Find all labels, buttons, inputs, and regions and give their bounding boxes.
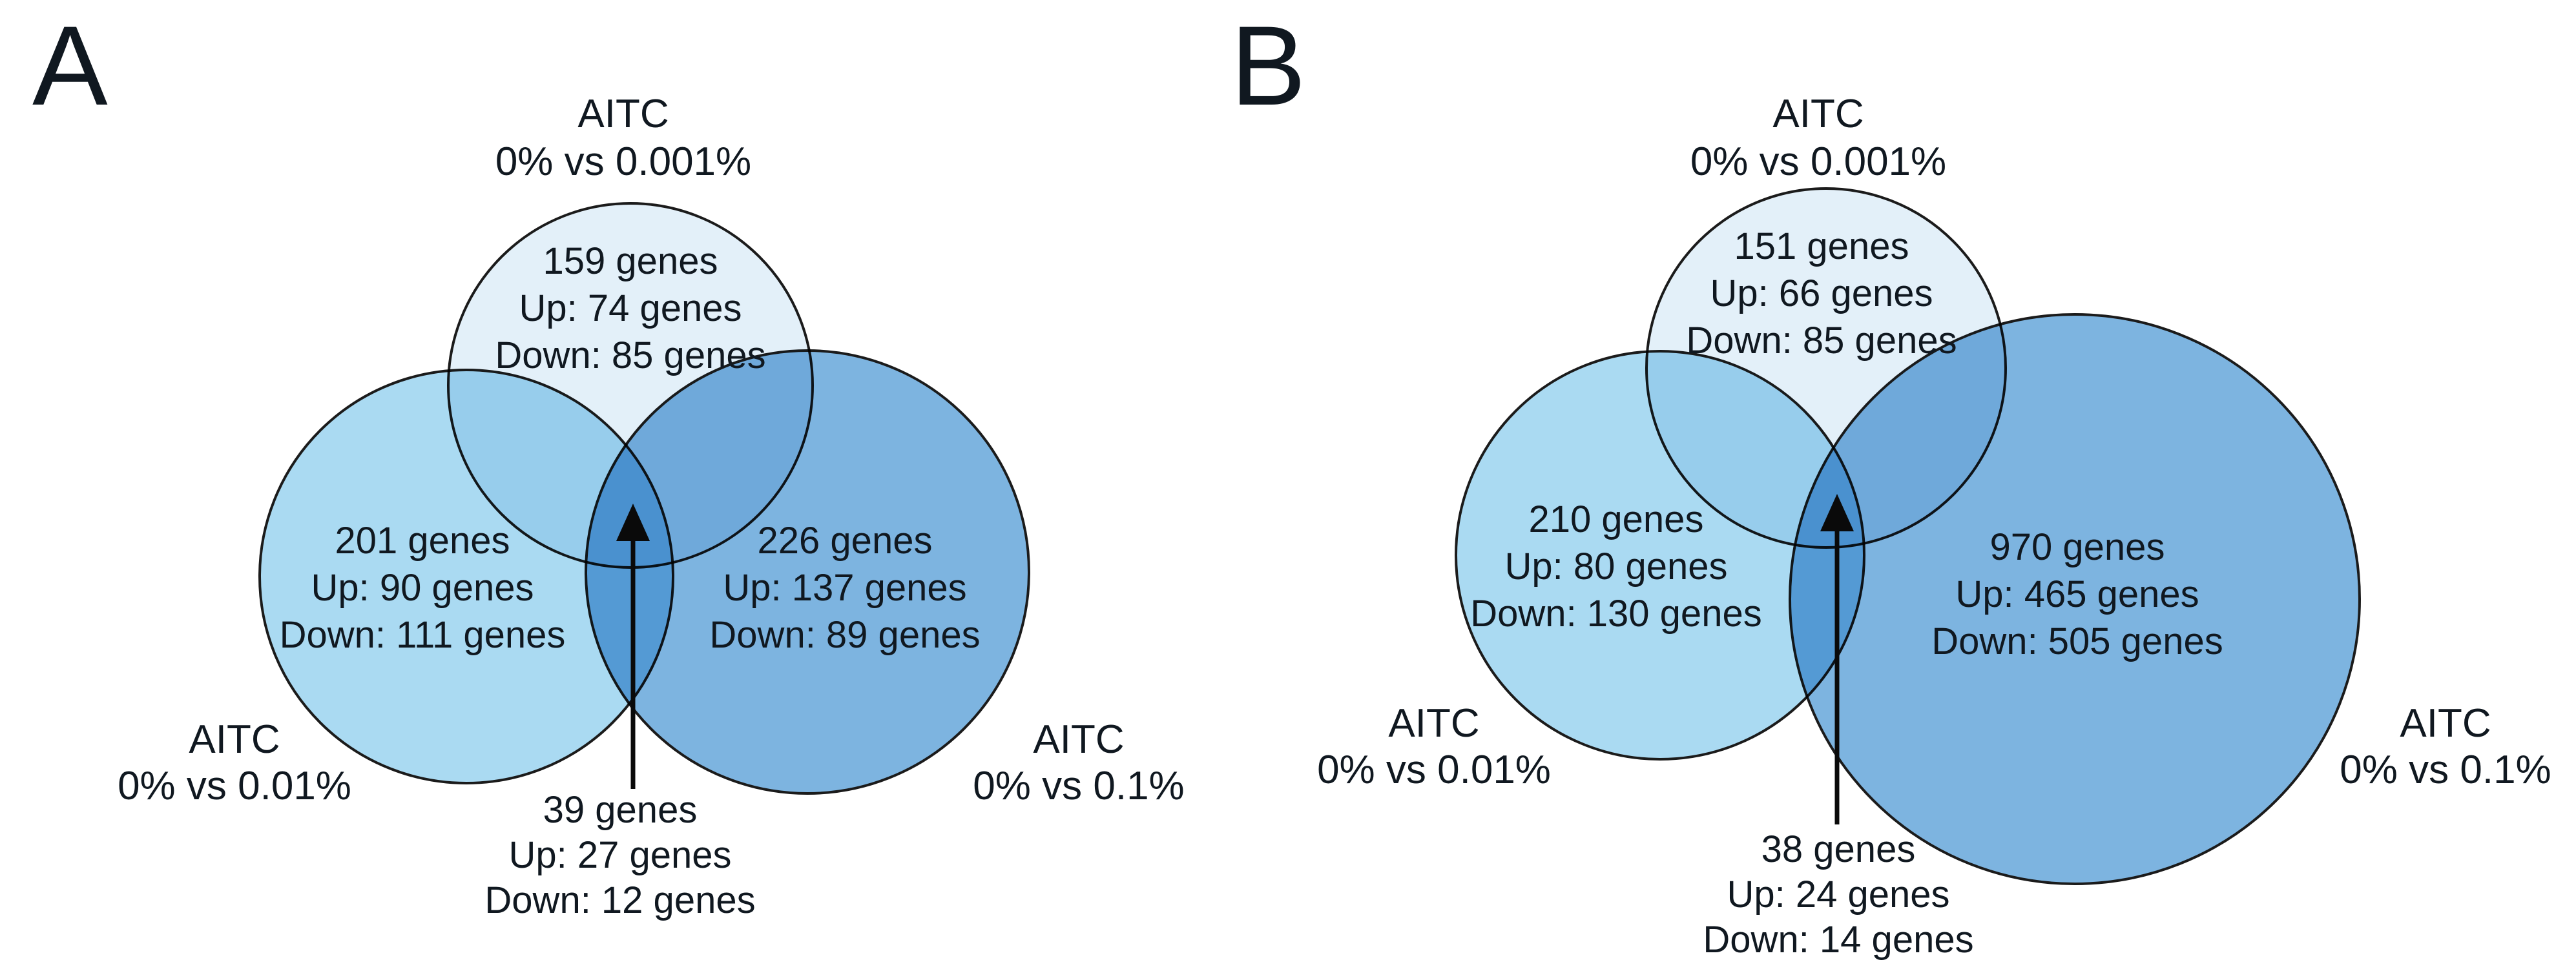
panel-a-top-down: Down: 85 genes (495, 334, 766, 376)
panel-a-right-up: Up: 137 genes (723, 567, 967, 609)
panel-b-up-arrow-icon (1820, 494, 1854, 531)
panel-b-intersection-down: Down: 14 genes (1703, 919, 1974, 961)
panel-b-left-set-label: AITC 0% vs 0.01% (1317, 700, 1551, 793)
panel-b-top-set-title-line2: 0% vs 0.001% (1690, 139, 1947, 184)
panel-a-top-set-counts: 159 genes Up: 74 genes Down: 85 genes (495, 238, 765, 379)
panel-a-top-up: Up: 74 genes (519, 287, 742, 329)
panel-a-top-total: 159 genes (543, 240, 718, 282)
panel-b-left-down: Down: 130 genes (1470, 593, 1762, 635)
panel-a-circles (258, 202, 1030, 795)
panel-a-intersection-up: Up: 27 genes (508, 834, 732, 876)
panel-b-right-set-label-line2: 0% vs 0.1% (2340, 748, 2551, 792)
panel-a-intersection-counts: 39 genes Up: 27 genes Down: 12 genes (484, 788, 755, 923)
panel-b-letter: B (1231, 3, 1306, 129)
panel-b-left-set-label-line1: AITC (1388, 701, 1480, 746)
panel-a-left-up: Up: 90 genes (311, 567, 534, 609)
panel-a-left-set-label-line2: 0% vs 0.01% (118, 764, 351, 808)
panel-a-right-set-label: AITC 0% vs 0.1% (973, 717, 1184, 810)
panel-b-right-set-label: AITC 0% vs 0.1% (2340, 700, 2551, 793)
panel-b-top-total: 151 genes (1734, 225, 1909, 267)
panel-b-arrow (1820, 494, 1854, 824)
panel-b-circles (1455, 187, 2361, 885)
panel-a-letter: A (32, 3, 108, 129)
panel-b-circle-right (1789, 313, 2361, 885)
panel-b-top-set-title-line1: AITC (1772, 92, 1864, 136)
panel-b-top-down: Down: 85 genes (1686, 320, 1957, 362)
panel-b-intersection-total: 38 genes (1761, 828, 1916, 870)
panel-b-top-up: Up: 66 genes (1710, 272, 1933, 314)
panel-a-top-set-title-line1: AITC (577, 92, 669, 136)
panel-a-circle-right (585, 349, 1030, 795)
panel-a-left-set-label: AITC 0% vs 0.01% (118, 717, 351, 810)
panel-b-left-up: Up: 80 genes (1504, 546, 1728, 588)
panel-a-top-set-title: AITC 0% vs 0.001% (495, 90, 751, 186)
panel-a-right-set-label-line1: AITC (1033, 717, 1125, 762)
panel-a-arrow (616, 504, 650, 789)
panel-a-left-down: Down: 111 genes (279, 614, 566, 656)
panel-a-left-set-label-line1: AITC (189, 717, 280, 762)
panel-b-intersection-up: Up: 24 genes (1727, 874, 1950, 915)
panel-b-intersection-counts: 38 genes Up: 24 genes Down: 14 genes (1703, 827, 1973, 963)
panel-b-right-total: 970 genes (1989, 526, 2165, 568)
panel-b-right-set-label-line1: AITC (2400, 701, 2491, 746)
panel-a-up-arrow-icon (616, 504, 650, 541)
panel-b-right-up: Up: 465 genes (1955, 573, 2199, 615)
panel-b-left-total: 210 genes (1528, 498, 1704, 540)
panel-b-left-set-counts: 210 genes Up: 80 genes Down: 130 genes (1470, 496, 1761, 637)
panel-b-left-set-label-line2: 0% vs 0.01% (1317, 748, 1551, 792)
panel-a-left-set-counts: 201 genes Up: 90 genes Down: 111 genes (280, 517, 566, 659)
panel-b-right-set-counts: 970 genes Up: 465 genes Down: 505 genes (1931, 524, 2223, 665)
panel-a-right-total: 226 genes (757, 520, 933, 562)
panel-a-right-down: Down: 89 genes (709, 614, 981, 656)
panel-a-left-total: 201 genes (335, 520, 510, 562)
panel-a-intersection-down: Down: 12 genes (484, 879, 756, 921)
panel-b-right-down: Down: 505 genes (1931, 620, 2223, 662)
panel-b-top-set-title: AITC 0% vs 0.001% (1690, 90, 1946, 186)
panel-a-intersection-total: 39 genes (543, 789, 698, 831)
panel-a-top-set-title-line2: 0% vs 0.001% (495, 139, 752, 184)
panel-a-right-set-label-line2: 0% vs 0.1% (973, 764, 1185, 808)
panel-b-top-set-counts: 151 genes Up: 66 genes Down: 85 genes (1686, 223, 1957, 364)
panel-a-right-set-counts: 226 genes Up: 137 genes Down: 89 genes (709, 517, 980, 659)
